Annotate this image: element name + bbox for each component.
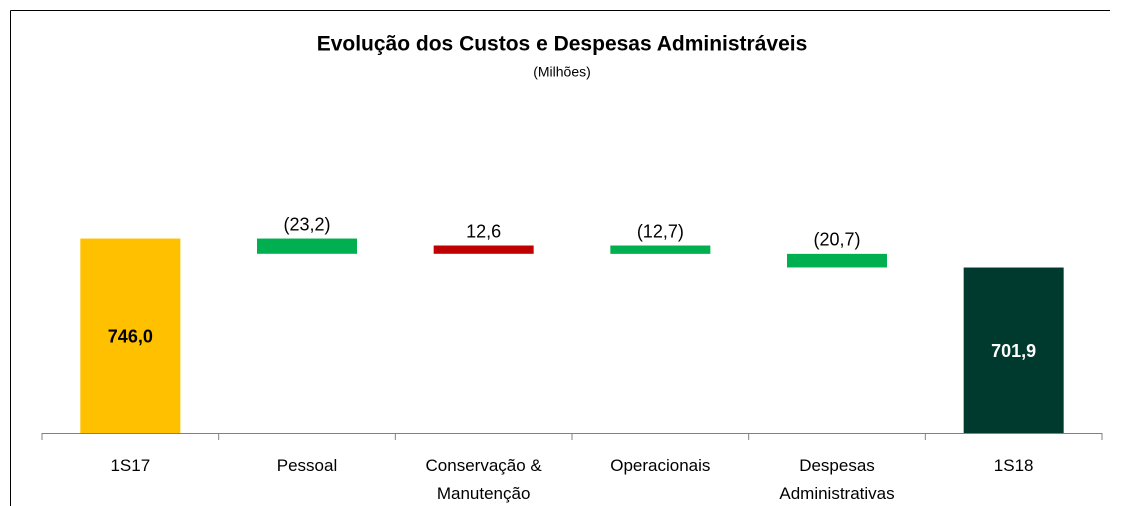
bar [80, 238, 181, 433]
x-tick-label: Operacionais [610, 456, 711, 475]
x-tick-label: Despesas Administrativas [779, 456, 895, 503]
chart-title: Evolução dos Custos e Despesas Administr… [317, 33, 808, 56]
data-label: (20,7) [813, 230, 860, 250]
chart-subtitle: (Milhões) [533, 64, 591, 80]
bar [610, 245, 711, 254]
x-tick-label: Conservação & Manutenção [425, 456, 542, 503]
data-label: (12,7) [637, 221, 684, 241]
bar [787, 253, 887, 268]
x-tick-label: 1S17 [110, 456, 151, 475]
data-label: 701,9 [991, 341, 1036, 361]
bar [433, 245, 534, 254]
data-label: 12,6 [466, 221, 501, 241]
x-tick-label: 1S18 [993, 456, 1034, 475]
data-label: 746,0 [108, 327, 153, 347]
x-tick-label: Pessoal [276, 456, 338, 475]
bar [963, 267, 1064, 433]
bar [257, 238, 357, 254]
data-label: (23,2) [283, 214, 330, 234]
